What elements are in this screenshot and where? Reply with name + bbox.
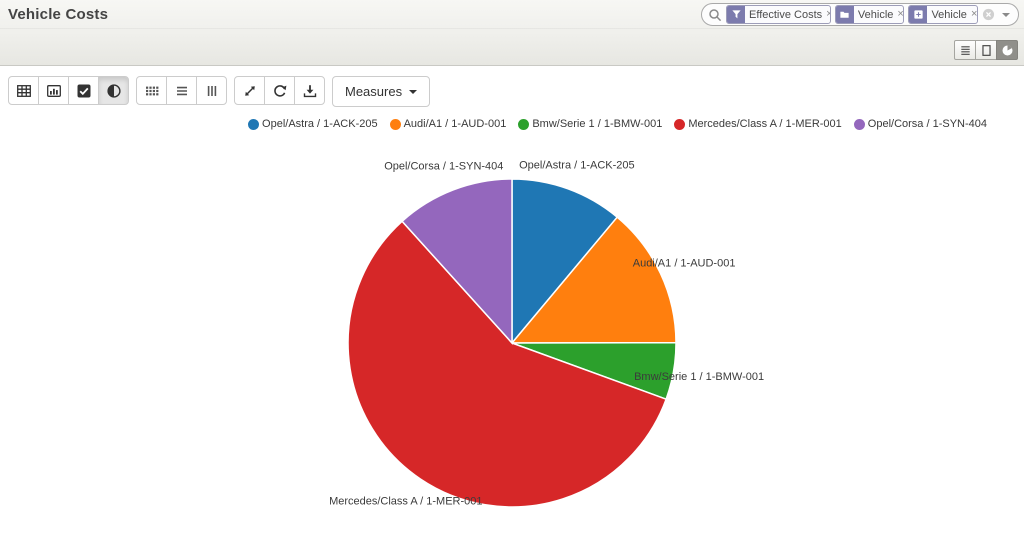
filter-icon	[727, 6, 745, 23]
legend-item[interactable]: Bmw/Serie 1 / 1-BMW-001	[518, 118, 662, 130]
search-facet-groupby-1[interactable]: Vehicle ×	[834, 5, 905, 24]
facet-remove-button[interactable]: ×	[826, 9, 830, 20]
download-icon	[302, 83, 318, 99]
facet-remove-button[interactable]: ×	[970, 8, 978, 20]
caret-down-icon[interactable]	[1002, 12, 1010, 17]
layout-group	[136, 76, 227, 105]
list-view-button[interactable]	[954, 40, 976, 60]
pie-slice-label: Mercedes/Class A / 1-MER-001	[329, 496, 482, 508]
pie-slice[interactable]	[510, 216, 677, 344]
table-icon	[16, 83, 32, 99]
view-switcher	[954, 40, 1018, 60]
refresh-icon	[272, 83, 288, 99]
legend-label: Opel/Astra / 1-ACK-205	[262, 118, 378, 130]
measures-button[interactable]: Measures	[332, 76, 431, 107]
folder-icon	[835, 6, 854, 23]
pivot-view-button[interactable]	[8, 76, 39, 105]
form-icon	[980, 44, 993, 57]
grid-mode-button[interactable]	[136, 76, 167, 105]
facet-label: Vehicle	[857, 8, 894, 21]
rows-mode-button[interactable]	[166, 76, 197, 105]
contrast-icon	[106, 83, 122, 99]
expand-arrow-icon	[242, 83, 258, 99]
pie-chart: Opel/Astra / 1-ACK-205 Audi/A1 / 1-AUD-00…	[329, 159, 764, 508]
refresh-button[interactable]	[264, 76, 295, 105]
legend-dot-icon	[389, 118, 401, 130]
bar-chart-button[interactable]	[38, 76, 69, 105]
legend-item[interactable]: Audi/A1 / 1-AUD-001	[389, 118, 507, 130]
pie-slice[interactable]	[347, 220, 668, 508]
pie-slice-label: Audi/A1 / 1-AUD-001	[633, 257, 736, 269]
search-facet-filter[interactable]: Effective Costs ×	[726, 5, 831, 24]
search-input[interactable]: Effective Costs × Vehicle × Vehicle ×	[701, 3, 1019, 26]
legend-label: Opel/Corsa / 1-SYN-404	[867, 118, 987, 130]
line-chart-button[interactable]	[68, 76, 99, 105]
graph-view-button[interactable]	[996, 40, 1018, 60]
search-icon	[708, 8, 722, 22]
chart-legend: Opel/Astra / 1-ACK-205 Audi/A1 / 1-AUD-00…	[248, 118, 987, 130]
legend-item[interactable]: Opel/Astra / 1-ACK-205	[248, 118, 378, 130]
facet-label: Effective Costs	[749, 8, 823, 21]
pie-slice-label: Opel/Corsa / 1-SYN-404	[384, 161, 503, 173]
pie-slice-label: Opel/Astra / 1-ACK-205	[519, 159, 635, 171]
pie-slice[interactable]	[401, 178, 513, 345]
pie-slice-label: Bmw/Serie 1 / 1-BMW-001	[634, 371, 764, 383]
pie-slice[interactable]	[511, 178, 619, 346]
facet-remove-button[interactable]: ×	[897, 8, 904, 20]
columns-mode-button[interactable]	[196, 76, 227, 105]
pie-chart-icon	[1001, 44, 1014, 57]
circle-x-icon[interactable]	[982, 8, 995, 21]
legend-label: Bmw/Serie 1 / 1-BMW-001	[532, 118, 663, 130]
graph-toolbar: Measures	[8, 76, 431, 107]
check-square-icon	[76, 83, 92, 99]
search-facet-groupby-2[interactable]: Vehicle ×	[908, 5, 978, 24]
page-title: Vehicle Costs	[8, 6, 109, 23]
legend-dot-icon	[248, 118, 260, 130]
legend-dot-icon	[674, 118, 686, 130]
legend-dot-icon	[853, 118, 865, 130]
legend-label: Audi/A1 / 1-AUD-001	[403, 118, 507, 130]
legend-dot-icon	[518, 118, 530, 130]
bars-icon	[174, 83, 190, 99]
columns-icon	[204, 83, 220, 99]
measures-label: Measures	[345, 84, 403, 99]
legend-item[interactable]: Opel/Corsa / 1-SYN-404	[853, 118, 987, 130]
chart-type-group	[8, 76, 129, 105]
download-button[interactable]	[294, 76, 325, 105]
bar-chart-icon	[46, 83, 62, 99]
legend-label: Mercedes/Class A / 1-MER-001	[688, 118, 842, 130]
list-icon	[959, 44, 972, 57]
facet-label: Vehicle	[931, 8, 967, 21]
plus-square-icon	[909, 6, 928, 23]
pie-chart-button[interactable]	[98, 76, 129, 105]
th-icon	[144, 83, 160, 99]
legend-item[interactable]: Mercedes/Class A / 1-MER-001	[674, 118, 842, 130]
caret-down-icon	[409, 89, 418, 94]
actions-group	[234, 76, 325, 105]
form-view-button[interactable]	[975, 40, 997, 60]
expand-button[interactable]	[234, 76, 265, 105]
header-divider	[0, 28, 1024, 29]
header-bar: Vehicle Costs Effective Costs × Vehicle …	[0, 0, 1024, 66]
